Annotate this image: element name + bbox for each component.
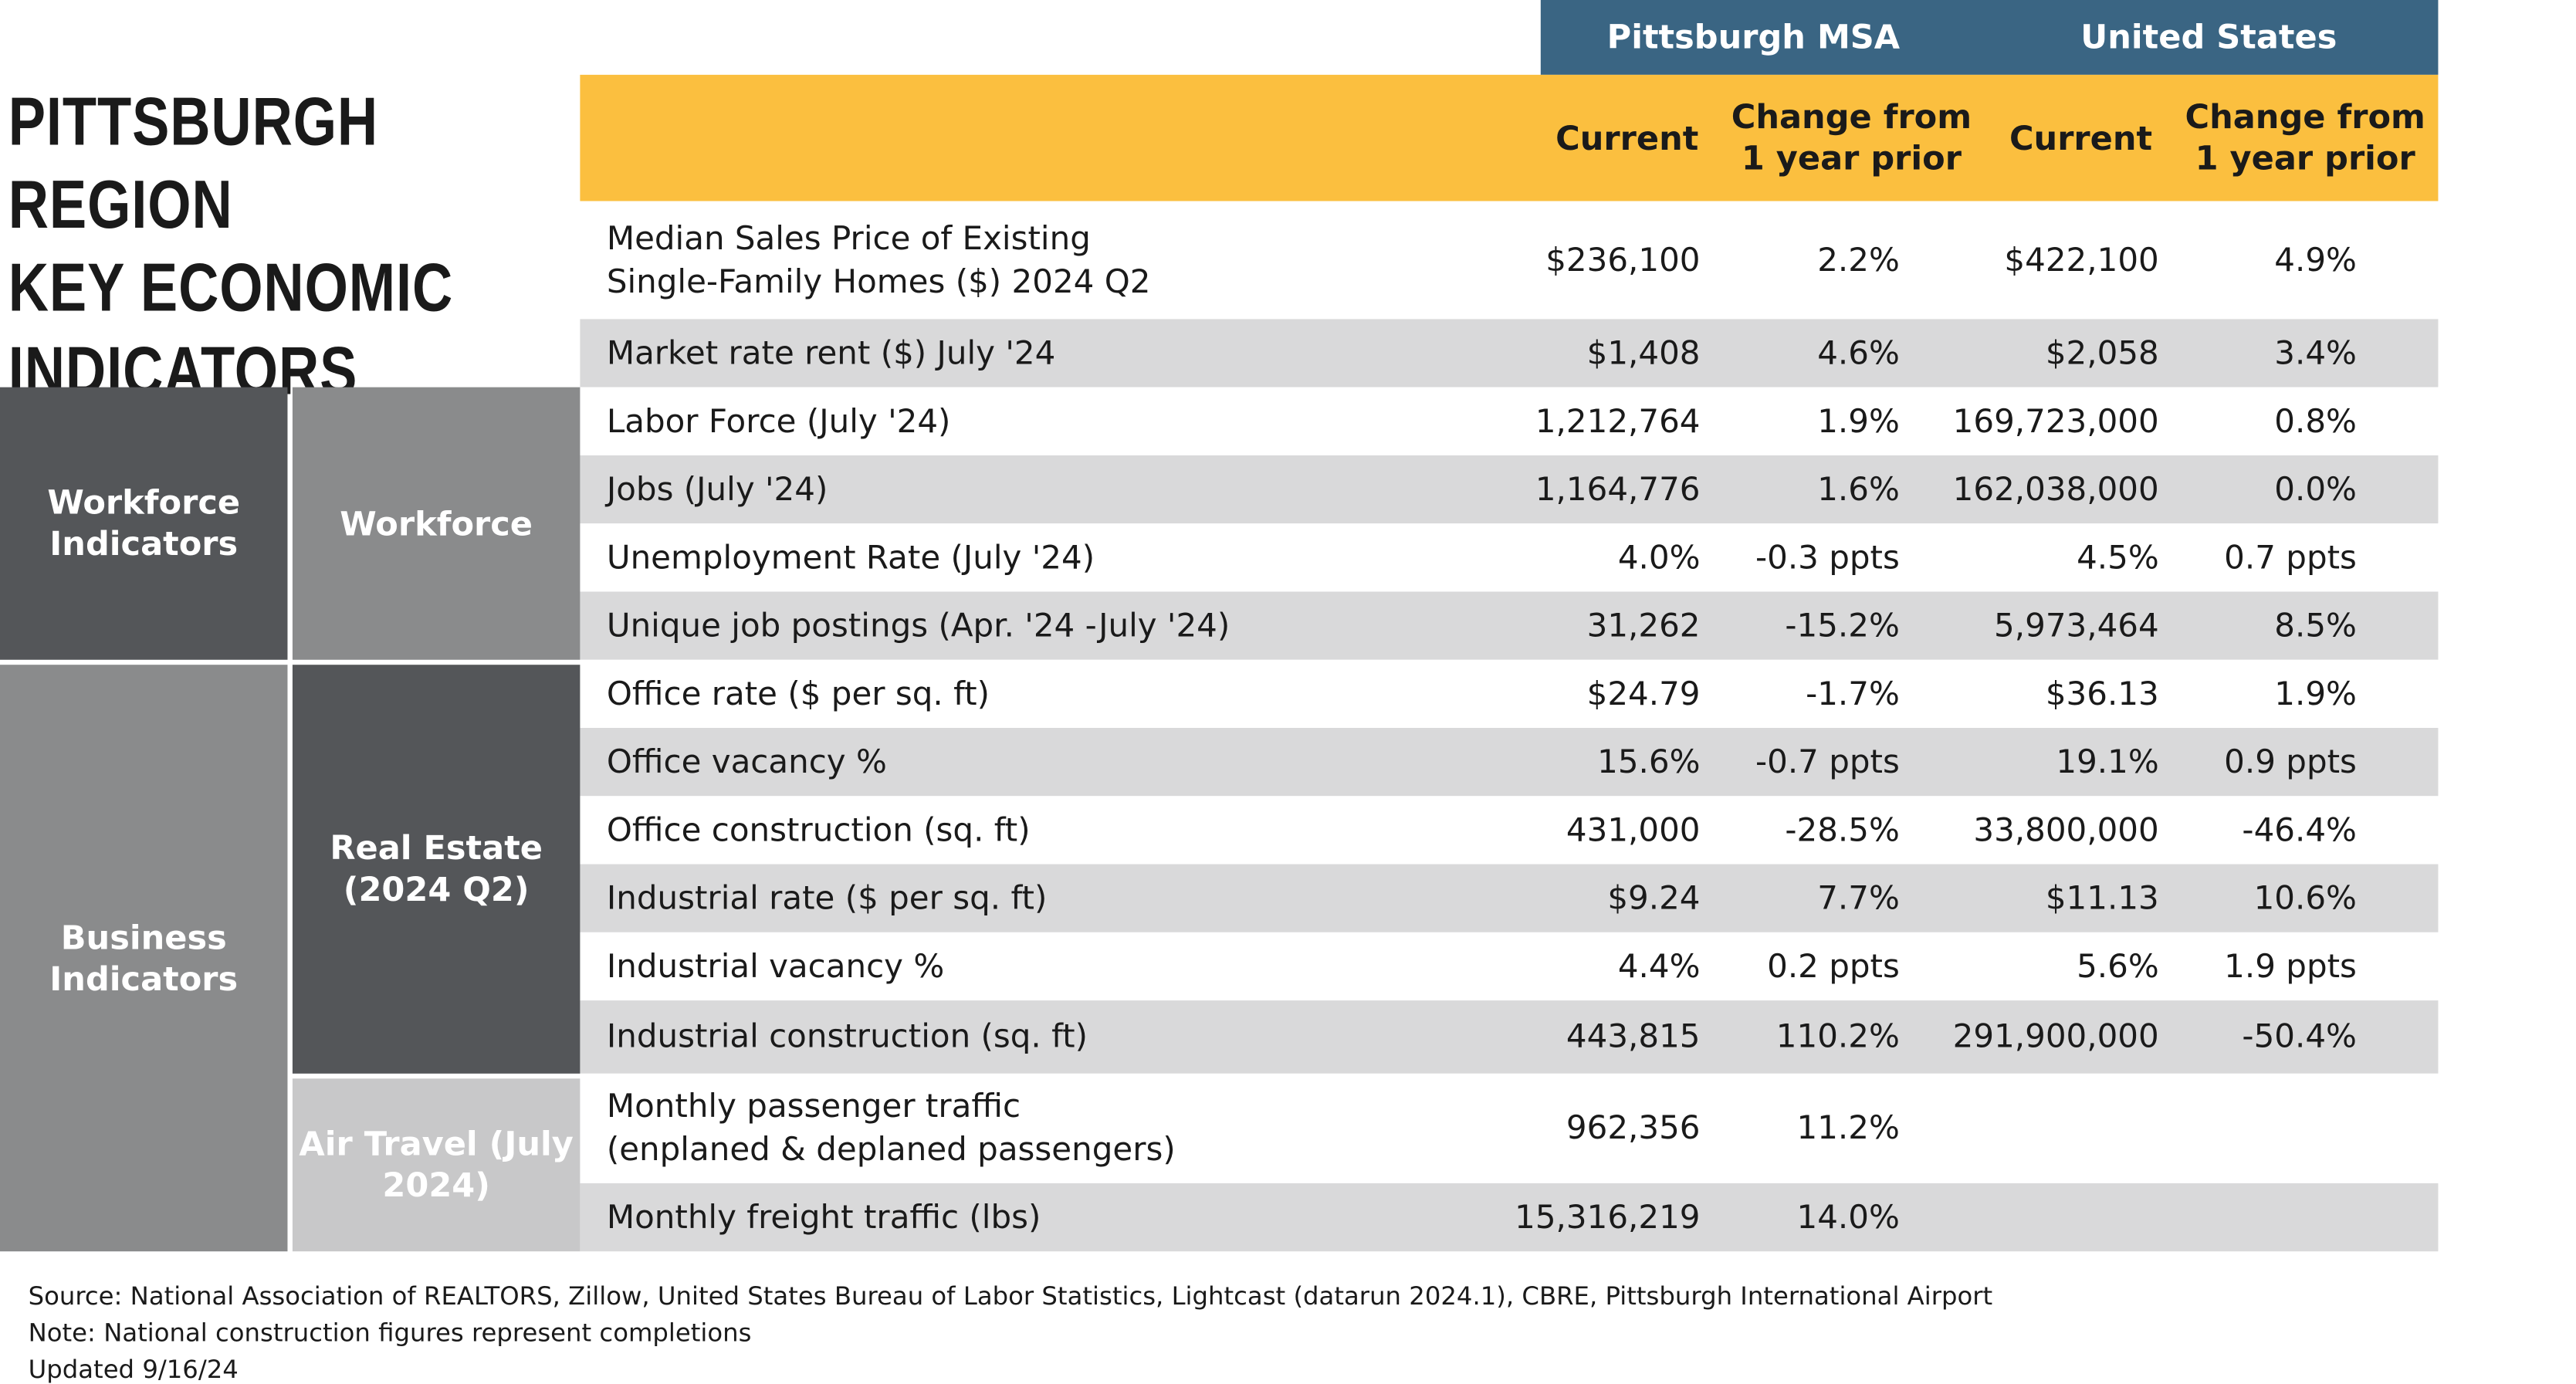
cell-value: 0.7 ppts bbox=[2224, 537, 2357, 577]
cell-value: -50.4% bbox=[2242, 1017, 2357, 1056]
cell-value: 0.2 ppts bbox=[1767, 946, 1900, 985]
region-label: Pittsburgh MSA bbox=[1606, 16, 1901, 57]
cell-value: 4.4% bbox=[1617, 946, 1701, 985]
region-header-band bbox=[1540, 0, 2439, 75]
table-row bbox=[580, 455, 2439, 524]
cell-value: 962,356 bbox=[1566, 1108, 1701, 1147]
table-row bbox=[580, 591, 2439, 660]
cell-value: 0.9 ppts bbox=[2224, 742, 2357, 780]
table-row bbox=[580, 728, 2439, 797]
row-label: Office rate ($ per sq. ft) bbox=[606, 674, 990, 712]
cell-value: -0.3 ppts bbox=[1755, 537, 1900, 577]
table-row bbox=[580, 319, 2439, 387]
row-label: Jobs (July '24) bbox=[606, 469, 828, 508]
table-row bbox=[580, 1183, 2439, 1252]
row-label: Median Sales Price of Existing Single-Fa… bbox=[606, 218, 1151, 300]
cell-value: 0.8% bbox=[2274, 401, 2357, 440]
cell-value: 19.1% bbox=[2056, 742, 2159, 780]
cell-value: 8.5% bbox=[2274, 605, 2357, 645]
cell-value: 162,038,000 bbox=[1952, 469, 2159, 508]
table-row bbox=[580, 864, 2439, 932]
row-label: Industrial construction (sq. ft) bbox=[606, 1017, 1088, 1056]
cell-value: 1,212,764 bbox=[1535, 401, 1701, 440]
cell-value: 4.5% bbox=[2077, 537, 2159, 577]
cell-value: 291,900,000 bbox=[1952, 1017, 2159, 1056]
cell-value: 1.9% bbox=[1817, 401, 1900, 440]
group-label: Workforce Indicators bbox=[0, 387, 288, 660]
table-row bbox=[580, 1000, 2439, 1074]
row-label: Monthly passenger traffic (enplaned & de… bbox=[606, 1087, 1176, 1169]
cell-value: 1.9 ppts bbox=[2224, 946, 2357, 985]
table-row bbox=[580, 1073, 2439, 1183]
cell-value: -28.5% bbox=[1785, 810, 1900, 849]
cell-value: $9.24 bbox=[1607, 878, 1701, 917]
cell-value: 3.4% bbox=[2274, 333, 2357, 372]
column-label: Change from 1 year prior bbox=[1731, 96, 1972, 178]
table-row bbox=[580, 932, 2439, 1001]
table-row bbox=[580, 201, 2439, 320]
cell-value: 33,800,000 bbox=[1973, 810, 2159, 849]
row-label: Office vacancy % bbox=[606, 742, 887, 780]
cell-value: 4.9% bbox=[2274, 240, 2357, 279]
cell-value: $236,100 bbox=[1545, 240, 1701, 279]
subgroup-label: Real Estate (2024 Q2) bbox=[292, 665, 581, 1074]
cell-value: $24.79 bbox=[1586, 674, 1701, 712]
cell-value: 10.6% bbox=[2253, 878, 2357, 917]
cell-value: -15.2% bbox=[1785, 605, 1900, 645]
cell-value: -1.7% bbox=[1806, 674, 1900, 712]
cell-value: 5,973,464 bbox=[1994, 605, 2159, 645]
table-row bbox=[580, 387, 2439, 455]
region-label: United States bbox=[2080, 16, 2337, 57]
table-row bbox=[580, 796, 2439, 865]
footer-note: Note: National construction figures repr… bbox=[28, 1318, 752, 1348]
table-row bbox=[580, 659, 2439, 729]
cell-value: $422,100 bbox=[2004, 240, 2159, 279]
cell-value: 1,164,776 bbox=[1535, 469, 1701, 508]
row-label: Market rate rent ($) July '24 bbox=[606, 333, 1056, 372]
row-label: Monthly freight traffic (lbs) bbox=[606, 1197, 1041, 1236]
column-label: Current bbox=[2009, 117, 2153, 158]
cell-value: 1.9% bbox=[2274, 674, 2357, 712]
table-row bbox=[580, 523, 2439, 592]
cell-value: 4.0% bbox=[1617, 537, 1701, 577]
column-label: Change from 1 year prior bbox=[2185, 96, 2425, 178]
title: PITTSBURGH REGION KEY ECONOMIC INDICATOR… bbox=[8, 83, 454, 409]
cell-value: 15,316,219 bbox=[1515, 1197, 1701, 1236]
cell-value: 443,815 bbox=[1566, 1017, 1701, 1056]
cell-value: $2,058 bbox=[2045, 333, 2159, 372]
cell-value: 169,723,000 bbox=[1952, 401, 2159, 440]
cell-value: 5.6% bbox=[2077, 946, 2159, 985]
row-label: Office construction (sq. ft) bbox=[606, 810, 1031, 849]
cell-value: -0.7 ppts bbox=[1755, 742, 1900, 780]
cell-value: $1,408 bbox=[1586, 333, 1701, 372]
row-label: Industrial rate ($ per sq. ft) bbox=[606, 878, 1048, 917]
group-label: Business Indicators bbox=[0, 665, 288, 1252]
cell-value: 4.6% bbox=[1817, 333, 1900, 372]
row-label: Labor Force (July '24) bbox=[606, 401, 951, 440]
row-label: Unemployment Rate (July '24) bbox=[606, 537, 1095, 577]
column-label: Current bbox=[1555, 117, 1699, 158]
cell-value: 14.0% bbox=[1796, 1197, 1900, 1236]
cell-value: 431,000 bbox=[1566, 810, 1701, 849]
cell-value: 110.2% bbox=[1775, 1017, 1900, 1056]
cell-value: $36.13 bbox=[2045, 674, 2159, 712]
cell-value: 2.2% bbox=[1817, 240, 1900, 279]
footer-note: Updated 9/16/24 bbox=[28, 1354, 239, 1384]
cell-value: 7.7% bbox=[1817, 878, 1900, 917]
cell-value: $11.13 bbox=[2045, 878, 2159, 917]
cell-value: 31,262 bbox=[1586, 605, 1701, 645]
column-header-band bbox=[580, 74, 2439, 201]
cell-value: 11.2% bbox=[1796, 1108, 1900, 1147]
row-label: Industrial vacancy % bbox=[606, 946, 945, 985]
subgroup-label: Air Travel (July 2024) bbox=[292, 1078, 581, 1252]
cell-value: 0.0% bbox=[2274, 469, 2357, 508]
cell-value: 15.6% bbox=[1597, 742, 1701, 780]
row-label: Unique job postings (Apr. '24 -July '24) bbox=[606, 605, 1230, 645]
subgroup-label: Workforce bbox=[292, 387, 581, 660]
cell-value: 1.6% bbox=[1817, 469, 1900, 508]
cell-value: -46.4% bbox=[2242, 810, 2357, 849]
footer-note: Source: National Association of REALTORS… bbox=[28, 1281, 1993, 1311]
